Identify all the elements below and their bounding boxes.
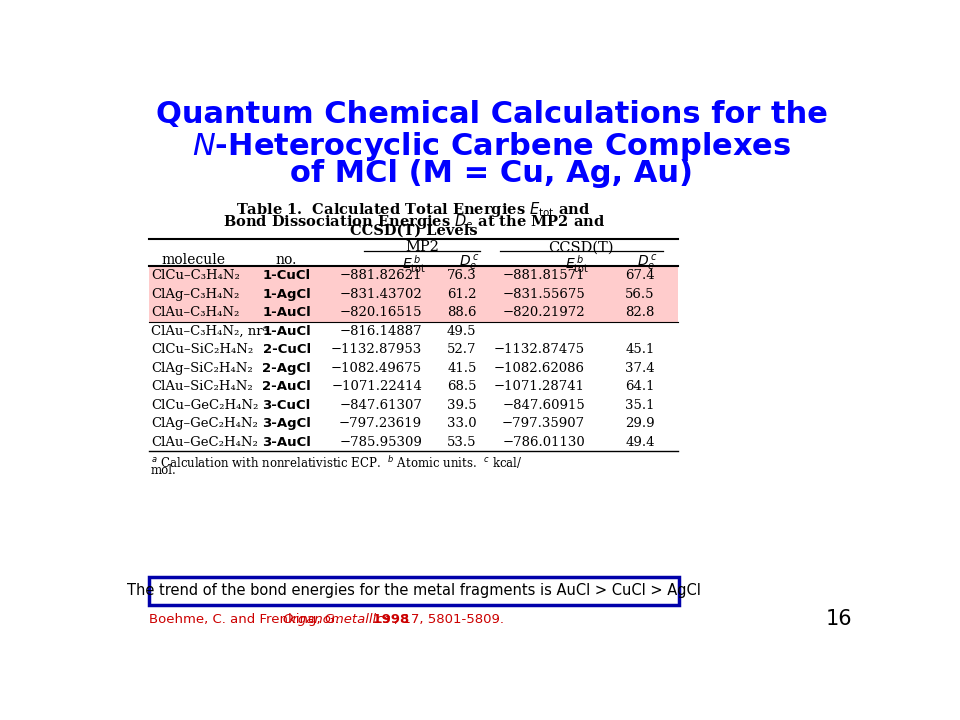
Text: 45.1: 45.1 xyxy=(625,343,655,356)
Text: −1082.62086: −1082.62086 xyxy=(494,361,585,374)
Text: CCSD(T): CCSD(T) xyxy=(548,240,613,254)
Text: ClAg–SiC₂H₄N₂: ClAg–SiC₂H₄N₂ xyxy=(151,361,252,374)
Text: −831.55675: −831.55675 xyxy=(502,288,585,301)
Text: 76.3: 76.3 xyxy=(446,269,476,282)
Text: −881.81571: −881.81571 xyxy=(502,269,585,282)
Text: 52.7: 52.7 xyxy=(447,343,476,356)
Text: 35.1: 35.1 xyxy=(625,399,655,412)
Text: 2-AgCl: 2-AgCl xyxy=(262,361,311,374)
Text: −847.61307: −847.61307 xyxy=(340,399,422,412)
Text: ClCu–GeC₂H₄N₂: ClCu–GeC₂H₄N₂ xyxy=(151,399,258,412)
Text: molecule: molecule xyxy=(161,253,226,266)
Text: −797.35907: −797.35907 xyxy=(502,417,585,430)
Text: −1071.22414: −1071.22414 xyxy=(331,380,422,393)
Text: 1-AgCl: 1-AgCl xyxy=(262,288,311,301)
Text: 49.5: 49.5 xyxy=(447,325,476,338)
Text: 68.5: 68.5 xyxy=(447,380,476,393)
Text: MP2: MP2 xyxy=(405,240,439,254)
Text: $N$-Heterocyclic Carbene Complexes: $N$-Heterocyclic Carbene Complexes xyxy=(192,130,792,163)
Text: −797.23619: −797.23619 xyxy=(339,417,422,430)
Text: 29.9: 29.9 xyxy=(625,417,655,430)
Text: −1132.87475: −1132.87475 xyxy=(493,343,585,356)
Text: −820.21972: −820.21972 xyxy=(502,306,585,319)
Text: , 17, 5801-5809.: , 17, 5801-5809. xyxy=(395,613,504,626)
Text: 49.4: 49.4 xyxy=(625,436,655,449)
Text: Bond Dissociation Energies $D_e$ at the MP2 and: Bond Dissociation Energies $D_e$ at the … xyxy=(223,212,605,231)
Text: −847.60915: −847.60915 xyxy=(502,399,585,412)
Text: 67.4: 67.4 xyxy=(625,269,655,282)
Text: 1998: 1998 xyxy=(368,613,409,626)
Text: −785.95309: −785.95309 xyxy=(340,436,422,449)
Text: 88.6: 88.6 xyxy=(447,306,476,319)
Text: 3-CuCl: 3-CuCl xyxy=(262,399,311,412)
Text: −816.14887: −816.14887 xyxy=(340,325,422,338)
Text: ClCu–C₃H₄N₂: ClCu–C₃H₄N₂ xyxy=(151,269,240,282)
Text: $E_{\mathrm{tot}}^{\,b}$: $E_{\mathrm{tot}}^{\,b}$ xyxy=(402,253,426,274)
Text: ClAu–GeC₂H₄N₂: ClAu–GeC₂H₄N₂ xyxy=(151,436,258,449)
Text: −1082.49675: −1082.49675 xyxy=(331,361,422,374)
Text: ClAu–SiC₂H₄N₂: ClAu–SiC₂H₄N₂ xyxy=(151,380,252,393)
Text: 3-AgCl: 3-AgCl xyxy=(262,417,311,430)
Text: 41.5: 41.5 xyxy=(447,361,476,374)
Text: −1071.28741: −1071.28741 xyxy=(494,380,585,393)
Text: ClAg–GeC₂H₄N₂: ClAg–GeC₂H₄N₂ xyxy=(151,417,258,430)
Text: 53.5: 53.5 xyxy=(447,436,476,449)
Text: 33.0: 33.0 xyxy=(446,417,476,430)
Text: 2-CuCl: 2-CuCl xyxy=(263,343,311,356)
Text: The trend of the bond energies for the metal fragments is AuCl > CuCl > AgCl: The trend of the bond energies for the m… xyxy=(127,583,701,598)
Text: $D_e^{\,c}$: $D_e^{\,c}$ xyxy=(459,253,479,273)
Text: Table 1.  Calculated Total Energies $E_{\mathrm{tot}}$ and: Table 1. Calculated Total Energies $E_{\… xyxy=(236,200,591,220)
Text: 39.5: 39.5 xyxy=(446,399,476,412)
Text: 61.2: 61.2 xyxy=(447,288,476,301)
Text: ClCu–SiC₂H₄N₂: ClCu–SiC₂H₄N₂ xyxy=(151,343,253,356)
Text: −820.16515: −820.16515 xyxy=(340,306,422,319)
Text: 16: 16 xyxy=(826,609,852,629)
Text: no.: no. xyxy=(276,253,298,266)
Text: 82.8: 82.8 xyxy=(625,306,655,319)
FancyBboxPatch shape xyxy=(150,304,678,322)
Text: −831.43702: −831.43702 xyxy=(340,288,422,301)
FancyBboxPatch shape xyxy=(149,577,679,605)
Text: 3-AuCl: 3-AuCl xyxy=(262,436,311,449)
Text: −786.01130: −786.01130 xyxy=(502,436,585,449)
Text: Quantum Chemical Calculations for the: Quantum Chemical Calculations for the xyxy=(156,100,828,130)
Text: 1-AuCl: 1-AuCl xyxy=(262,306,311,319)
Text: 37.4: 37.4 xyxy=(625,361,655,374)
Text: 2-AuCl: 2-AuCl xyxy=(262,380,311,393)
Text: 64.1: 64.1 xyxy=(625,380,655,393)
Text: ClAu–C₃H₄N₂: ClAu–C₃H₄N₂ xyxy=(151,306,239,319)
Text: ClAu–C₃H₄N₂, nrᵃ: ClAu–C₃H₄N₂, nrᵃ xyxy=(151,325,268,338)
Text: −1132.87953: −1132.87953 xyxy=(331,343,422,356)
Text: 1-CuCl: 1-CuCl xyxy=(263,269,311,282)
Text: $D_e^{\,c}$: $D_e^{\,c}$ xyxy=(636,253,658,273)
Text: $E_{\mathrm{tot}}^{\,b}$: $E_{\mathrm{tot}}^{\,b}$ xyxy=(565,253,589,274)
Text: ClAg–C₃H₄N₂: ClAg–C₃H₄N₂ xyxy=(151,288,239,301)
Text: Organometallics: Organometallics xyxy=(283,613,391,626)
Text: 1-AuCl: 1-AuCl xyxy=(262,325,311,338)
Text: −881.82621: −881.82621 xyxy=(340,269,422,282)
FancyBboxPatch shape xyxy=(150,266,678,285)
Text: 56.5: 56.5 xyxy=(625,288,655,301)
Text: mol.: mol. xyxy=(151,464,177,477)
FancyBboxPatch shape xyxy=(150,285,678,304)
Text: $^{a}$ Calculation with nonrelativistic ECP.  $^{b}$ Atomic units.  $^{c}$ kcal/: $^{a}$ Calculation with nonrelativistic … xyxy=(151,454,522,472)
Text: Boehme, C. and Frenking, G.: Boehme, C. and Frenking, G. xyxy=(150,613,344,626)
Text: CCSD(T) Levels: CCSD(T) Levels xyxy=(349,223,477,238)
Text: of MCl (M = Cu, Ag, Au): of MCl (M = Cu, Ag, Au) xyxy=(291,159,693,188)
